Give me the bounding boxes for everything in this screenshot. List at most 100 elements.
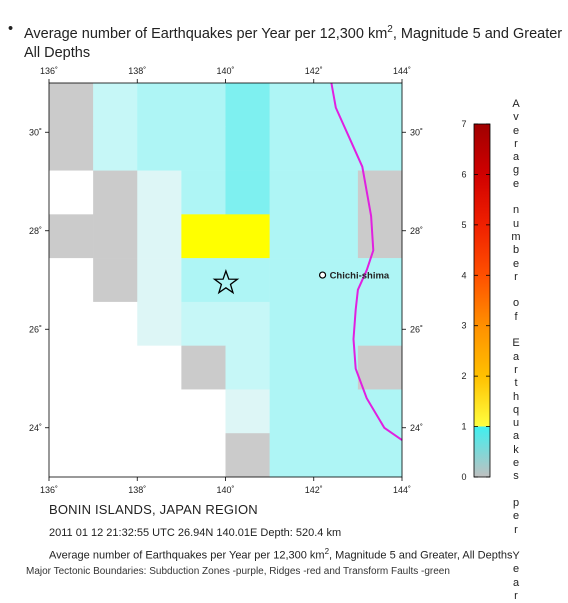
colorbar-title-letter: e (512, 257, 520, 270)
colorbar-tick-label: 5 (461, 220, 466, 230)
colorbar-title-letter: r (514, 270, 518, 283)
heat-cell (269, 433, 315, 478)
heat-cell (181, 345, 226, 390)
heat-cell (225, 126, 270, 171)
tectonic-boundaries-note: Major Tectonic Boundaries: Subduction Zo… (26, 566, 450, 577)
heat-cell (49, 301, 94, 346)
heat-cell (137, 83, 182, 128)
heat-cell (93, 170, 138, 215)
x-tick-label-top: 136˚ (40, 66, 58, 76)
colorbar (473, 123, 491, 478)
heat-cell (357, 301, 403, 346)
heat-cell (269, 258, 315, 303)
heat-cell (225, 345, 270, 390)
heat-cell (313, 345, 359, 390)
region-title: BONIN ISLANDS, JAPAN REGION (49, 502, 258, 517)
y-tick-label-right: 30˚ (410, 127, 423, 137)
subduction-zone-line (330, 82, 403, 441)
x-tick-label-bottom: 140˚ (216, 485, 234, 495)
colorbar-title-letter: f (514, 310, 518, 323)
heat-cell (181, 170, 226, 215)
colorbar-title-letter: r (514, 523, 518, 536)
colorbar-title-letter: u (512, 417, 520, 430)
heat-cell (313, 301, 359, 346)
heat-cell (357, 258, 403, 303)
y-tick-label-right: 24˚ (410, 423, 423, 433)
colorbar-title-letter: Y (512, 550, 520, 563)
heat-cell (225, 258, 270, 303)
x-tick-label-top: 138˚ (128, 66, 146, 76)
heat-cell (93, 389, 138, 434)
epicenter-star-icon (212, 269, 240, 295)
heat-cell (269, 83, 315, 128)
colorbar-title-letter: r (514, 363, 518, 376)
header-title-rest: , Magnitude 5 and Greater (392, 25, 563, 42)
colorbar-title-letter: r (514, 137, 518, 150)
colorbar-title-letter: e (512, 510, 520, 523)
heat-cell (93, 345, 138, 390)
heat-cell (357, 345, 403, 390)
colorbar-tick-label: 3 (461, 321, 466, 331)
colorbar-title-letter (508, 324, 524, 337)
header-title: Average number of Earthquakes per Year p… (24, 20, 564, 63)
colorbar-title-letter: e (512, 124, 520, 137)
heat-cell (93, 83, 138, 128)
header-title-main: Average number of Earthquakes per Year p… (24, 25, 388, 42)
heat-cell (181, 258, 226, 303)
y-tick-label-left: 28˚ (29, 226, 42, 236)
heat-cell (269, 170, 315, 215)
heat-cell (137, 126, 182, 171)
heat-cell (313, 389, 359, 434)
colorbar-title-letter (508, 191, 524, 204)
heat-cell (269, 345, 315, 390)
caption-main: Average number of Earthquakes per Year p… (49, 549, 325, 562)
heat-cell (225, 170, 270, 215)
y-tick-label-right: 26˚ (410, 324, 423, 334)
colorbar-title-letter: A (512, 98, 520, 110)
heat-cell (137, 258, 182, 303)
heat-cell (49, 170, 94, 215)
heat-cell (93, 258, 138, 303)
y-tick-label-left: 26˚ (29, 324, 42, 334)
colorbar-title-letter (508, 484, 524, 497)
caption-rest: , Magnitude 5 and Greater, All Depths (329, 549, 513, 562)
heat-cell (49, 389, 94, 434)
heat-cell (225, 214, 270, 259)
colorbar-title-letter: a (512, 576, 520, 589)
heat-cell (225, 389, 270, 434)
header-title-line2: All Depths (24, 44, 91, 61)
x-tick-label-top: 142˚ (305, 66, 323, 76)
heat-cell (137, 214, 182, 259)
heat-cell (313, 214, 359, 259)
heat-cell (181, 126, 226, 171)
map-figure: Chichi-shima 136˚136˚138˚138˚140˚140˚142… (29, 66, 491, 495)
caption-sup: 2 (324, 547, 330, 556)
heat-cell (93, 301, 138, 346)
heat-cell (93, 433, 138, 478)
station-marker-icon (318, 271, 327, 279)
colorbar-title-letter: v (513, 111, 519, 124)
x-tick-label-bottom: 136˚ (40, 485, 58, 495)
colorbar-tick-label: 0 (461, 472, 466, 482)
colorbar-title-letter: t (514, 377, 518, 390)
colorbar-title-letter: a (512, 350, 520, 363)
heat-cell (269, 126, 315, 171)
heat-cell (137, 170, 182, 215)
y-tick-label-left: 30˚ (29, 127, 42, 137)
colorbar-title-letter: r (514, 589, 518, 602)
colorbar-title-letter: e (512, 177, 520, 190)
heat-cell (269, 389, 315, 434)
colorbar-title-letter: E (512, 337, 520, 350)
heat-cell (137, 345, 182, 390)
x-tick-label-bottom: 144˚ (393, 485, 411, 495)
heat-cell (137, 301, 182, 346)
x-tick-label-top: 144˚ (393, 66, 411, 76)
colorbar-title-letter: q (512, 403, 520, 416)
heat-cell (49, 258, 94, 303)
map-ticks: 136˚ 136˚ 138˚ 138˚ 140˚ 140˚ 142˚ 142˚ 144˚ 144˚… (29, 66, 423, 495)
colorbar-tick-label: 2 (461, 371, 466, 381)
heat-cell (181, 389, 226, 434)
heat-cell (181, 433, 226, 478)
heat-cell (225, 83, 270, 128)
